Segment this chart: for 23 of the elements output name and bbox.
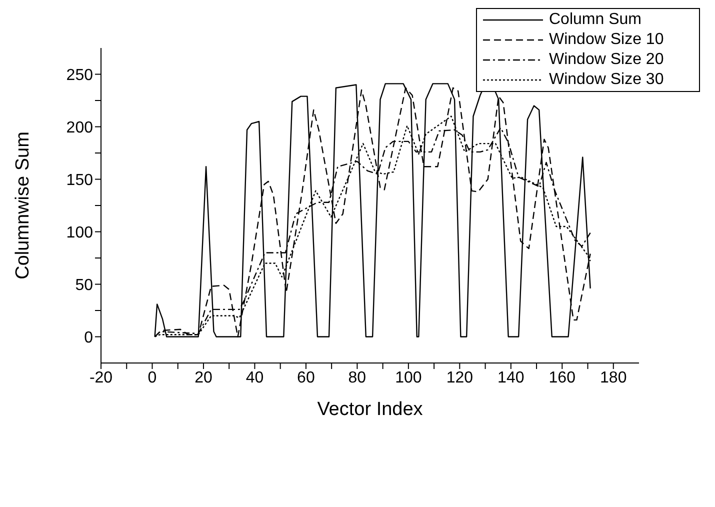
y-tick-label: 0 [84,329,94,346]
x-tick-label: 80 [348,369,366,386]
y-tick-label: 150 [66,172,94,189]
x-tick-label: 120 [446,369,474,386]
y-axis-title: Columnwise Sum [12,132,34,280]
x-tick-label: 40 [246,369,264,386]
x-tick-label: 100 [395,369,422,386]
y-tick-label: 200 [66,119,94,136]
legend-label: Column Sum [549,11,642,29]
x-tick-label: 0 [148,369,157,386]
x-tick-label: 20 [194,369,212,386]
y-tick-label: 100 [66,224,94,242]
x-axis-title: Vector Index [317,399,424,420]
x-tick-label: 160 [548,369,576,386]
y-tick-label: 250 [66,66,94,84]
x-tick-label: 140 [498,369,524,386]
x-tick-label: 180 [600,369,627,386]
y-tick-label: 50 [75,276,94,294]
legend-label: Window Size 30 [549,71,664,89]
legend-label: Window Size 10 [549,31,664,49]
x-tick-label: -20 [89,369,113,386]
legend-label: Window Size 20 [549,51,664,69]
x-tick-label: 60 [297,369,315,386]
